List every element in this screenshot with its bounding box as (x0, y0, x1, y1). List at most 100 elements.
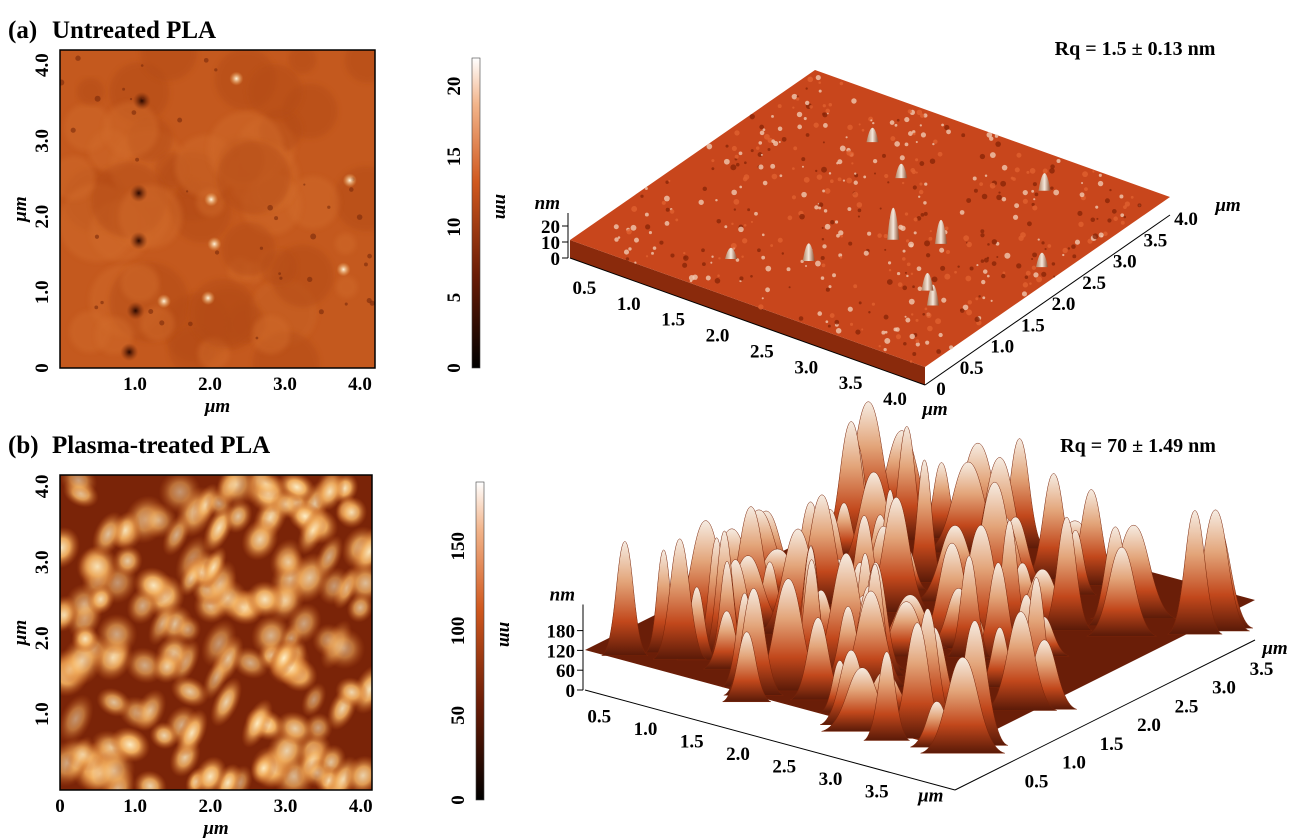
surface-grain (998, 192, 1000, 194)
map-shade (119, 185, 183, 249)
surface-grain (770, 164, 775, 169)
surface-grain (822, 190, 825, 193)
surface-grain (907, 262, 911, 266)
y-tick: 2.5 (1082, 273, 1106, 294)
panel-title: Plasma-treated PLA (52, 432, 270, 459)
surface-grain (758, 165, 763, 170)
surface-grain (975, 317, 980, 322)
surface-grain (739, 151, 743, 155)
surface-grain (867, 232, 871, 236)
surface-grain (916, 141, 918, 143)
surface-grain (879, 345, 881, 347)
surface-grain (1109, 189, 1111, 191)
surface-grain (840, 235, 843, 238)
surface-grain (664, 196, 670, 202)
surface-grain (913, 133, 916, 136)
surface-grain (702, 262, 706, 266)
surface-grain (772, 174, 778, 180)
map-dot (159, 320, 164, 325)
map-spot (201, 291, 215, 305)
surface-grain (981, 259, 984, 262)
surface-grain (880, 207, 882, 209)
surface-grain (799, 214, 805, 220)
surface-grain (1101, 235, 1103, 237)
surface-grain (1038, 238, 1040, 240)
surface-grain (1001, 274, 1005, 278)
surface-grain (782, 252, 784, 254)
surface-grain (1033, 272, 1038, 277)
map-dot (367, 298, 372, 303)
x-tick: 1.5 (680, 732, 704, 753)
surface-grain (1068, 247, 1070, 249)
y-tick: 3.0 (1212, 678, 1236, 699)
surface-grain (905, 212, 908, 215)
surface-grain (910, 168, 915, 173)
surface-grain (906, 239, 909, 242)
surface-grain (715, 278, 721, 284)
surface-grain (992, 261, 997, 266)
surface-grain (908, 131, 913, 136)
surface-grain (884, 315, 889, 320)
surface-grain (754, 212, 758, 216)
map-dot (349, 187, 354, 192)
x-label: μm (917, 786, 943, 807)
y-tick: 1.0 (1062, 753, 1086, 774)
y-tick: 3.5 (1144, 230, 1168, 251)
surface-grain (1020, 232, 1026, 238)
surface-grain (825, 188, 831, 194)
surface-grain (1112, 209, 1117, 214)
surface-grain (924, 240, 930, 246)
surface-grain (757, 248, 761, 252)
surface-grain (1030, 168, 1036, 174)
surface-grain (836, 234, 840, 238)
surface-grain (628, 247, 631, 250)
surface-grain (887, 279, 893, 285)
surface-grain (912, 352, 916, 356)
surface-grain (904, 117, 909, 122)
surface-grain (1013, 215, 1018, 220)
surface-grain (987, 275, 990, 278)
surface-grain (1003, 272, 1006, 275)
surface-grain (1052, 262, 1055, 265)
surface-grain (734, 130, 739, 135)
surface-grain (903, 250, 906, 253)
surface-grain (824, 209, 827, 212)
surface-grain (1000, 181, 1006, 187)
map-dot (274, 216, 278, 220)
surface-grain (980, 233, 984, 237)
surface-grain (761, 256, 765, 260)
surface-grain (1138, 203, 1142, 207)
y-tick: 1.5 (1100, 734, 1124, 755)
map-dot (214, 68, 217, 71)
map-spot (157, 294, 171, 308)
surface-grain (763, 181, 768, 186)
surface-grain (882, 154, 886, 158)
y-tick: 4.0 (1174, 209, 1198, 230)
surface-grain (1041, 241, 1044, 244)
z-tick: 120 (547, 641, 576, 662)
x-tick: 1.0 (617, 294, 641, 315)
surface-grain (1023, 282, 1028, 287)
surface-grain (915, 319, 918, 322)
surface-grain (936, 349, 941, 354)
surface-grain (1033, 198, 1035, 200)
z-tick: 180 (547, 622, 576, 643)
surface-grain (957, 265, 959, 267)
surface-grain (726, 145, 729, 148)
x-tick: 4.0 (883, 389, 907, 410)
surface-grain (804, 177, 810, 183)
surface-grain (815, 170, 817, 172)
surface-grain (743, 177, 748, 182)
surface-grain (645, 213, 649, 217)
map-spot (337, 262, 351, 276)
surface-grain (793, 146, 797, 150)
map-dot (278, 272, 281, 275)
surface-grain (1091, 217, 1096, 222)
surface-grain (626, 229, 631, 234)
surface-grain (915, 339, 919, 343)
surface-grain (929, 237, 933, 241)
surface-grain (830, 313, 835, 318)
surface-grain (797, 125, 802, 130)
map-y-tick: 3.0 (32, 550, 53, 574)
surface-grain (742, 238, 747, 243)
